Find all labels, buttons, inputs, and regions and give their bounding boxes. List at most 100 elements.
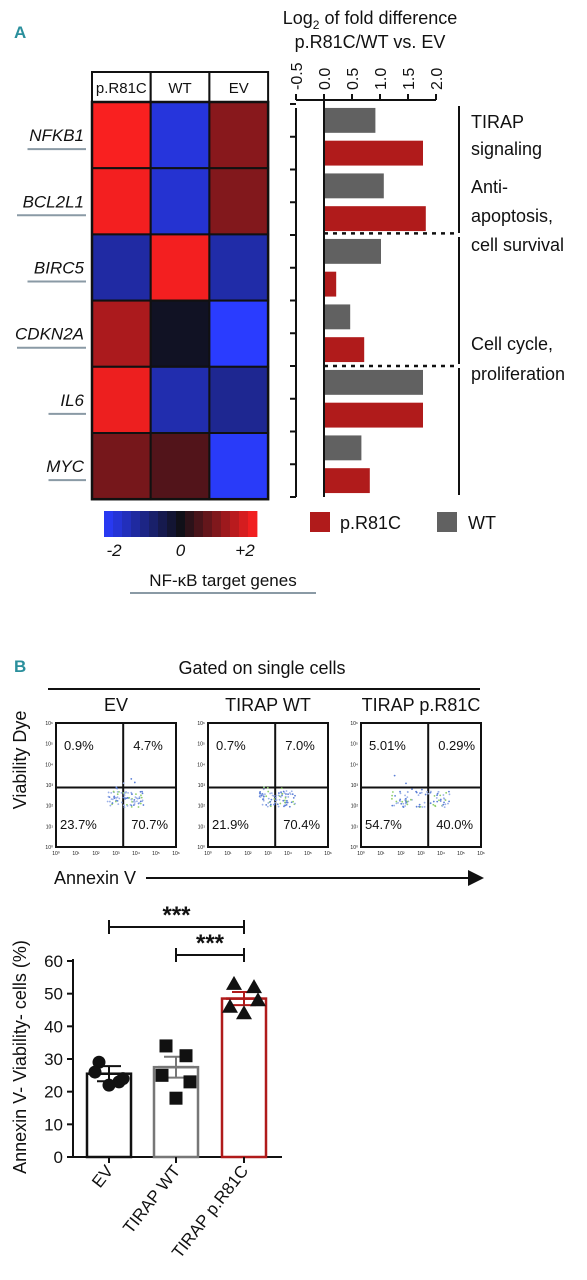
event-dot xyxy=(142,804,145,806)
heatmap-cell xyxy=(149,365,211,434)
scale-segment xyxy=(167,511,177,537)
quadrant-percent: 23.7% xyxy=(60,817,97,832)
event-dot xyxy=(282,790,285,793)
event-dot xyxy=(402,805,404,808)
event-dot xyxy=(402,802,405,805)
event-dot xyxy=(439,800,442,802)
legend-label: WT xyxy=(468,513,496,533)
flow-x-tick: 10⁰ xyxy=(52,851,60,857)
flow-x-tick: 10² xyxy=(244,851,252,857)
event-dot xyxy=(112,790,115,793)
flow-y-tick: 10⁵ xyxy=(197,742,205,748)
flow-x-tick: 10⁰ xyxy=(204,851,212,857)
event-dot xyxy=(139,802,142,805)
event-dot xyxy=(116,793,119,796)
event-dot xyxy=(442,803,445,806)
event-dot xyxy=(283,792,286,794)
group-label-line: proliferation xyxy=(471,364,565,384)
event-dot xyxy=(439,798,442,801)
bar-pr81c-myc xyxy=(325,468,370,494)
heatmap-cell xyxy=(91,101,152,170)
event-dot xyxy=(443,801,445,804)
event-dot xyxy=(109,804,112,807)
event-dot xyxy=(115,786,118,789)
event-dot xyxy=(274,796,277,799)
bar-wt-myc xyxy=(325,435,362,461)
event-dot xyxy=(273,803,276,806)
gene-label: NFKB1 xyxy=(29,126,84,145)
event-dot xyxy=(126,804,129,807)
event-dot xyxy=(294,794,296,797)
flow-x-tick: 10⁶ xyxy=(324,851,332,857)
event-dot xyxy=(283,805,285,808)
event-dot xyxy=(266,786,269,789)
event-dot xyxy=(405,782,407,785)
heatmap-cell xyxy=(91,167,152,236)
event-dot xyxy=(281,794,283,797)
event-dot xyxy=(131,800,134,803)
event-dot xyxy=(393,804,396,807)
bar-chart-title-line2: p.R81C/WT vs. EV xyxy=(295,32,446,52)
event-dot xyxy=(265,804,268,806)
heatmap-cells xyxy=(90,100,270,501)
flow-y-tick: 10⁵ xyxy=(45,742,53,748)
event-dot xyxy=(116,796,119,799)
event-dot xyxy=(404,794,406,797)
b-data-point xyxy=(236,1005,252,1020)
event-dot xyxy=(110,791,113,794)
scale-segment xyxy=(149,511,159,537)
heatmap-scale-title: NF-κB target genes xyxy=(149,571,296,590)
b-bar-0 xyxy=(85,1072,133,1159)
x-axis-tick-label: 1.5 xyxy=(401,68,418,90)
event-dot xyxy=(267,797,270,800)
event-dot xyxy=(443,798,446,800)
event-dot xyxy=(139,800,142,803)
heatmap-cell xyxy=(149,432,211,501)
flow-x-tick: 10¹ xyxy=(377,851,385,857)
group-label-line: TIRAP xyxy=(471,112,524,132)
b-data-point xyxy=(116,1072,130,1086)
heatmap-cell xyxy=(91,299,152,368)
event-dot xyxy=(443,806,446,809)
quadrant-percent: 5.01% xyxy=(369,738,406,753)
event-dot xyxy=(269,800,272,803)
event-dot xyxy=(430,790,432,793)
event-dot xyxy=(127,791,129,794)
event-dot xyxy=(118,790,120,793)
event-dot xyxy=(399,798,402,801)
flow-y-tick: 10² xyxy=(351,804,359,810)
event-dot xyxy=(436,794,438,797)
event-dot xyxy=(406,796,409,799)
heatmap-cell xyxy=(91,233,152,302)
b-data-point xyxy=(169,1091,183,1105)
event-dot xyxy=(437,790,440,793)
event-dot xyxy=(278,798,281,801)
flow-y-tick: 10¹ xyxy=(351,824,359,830)
event-dot xyxy=(130,778,133,780)
event-dot xyxy=(267,802,270,804)
event-dot xyxy=(269,792,272,795)
gene-label: BCL2L1 xyxy=(23,192,84,211)
bar-wt-cdkn2a xyxy=(325,304,351,330)
heatmap-cell xyxy=(91,432,152,501)
event-dot xyxy=(399,790,401,793)
event-dot xyxy=(391,791,394,793)
b-y-tick-label: 50 xyxy=(44,985,63,1004)
scale-tick-label: 0 xyxy=(176,541,186,560)
flow-x-tick: 10² xyxy=(92,851,100,857)
x-axis-tick-label: 1.0 xyxy=(373,68,390,90)
event-dot xyxy=(421,806,424,808)
flow-y-tick: 10² xyxy=(198,804,206,810)
event-dot xyxy=(406,800,409,803)
b-x-tick-label: TIRAP WT xyxy=(119,1162,184,1237)
event-dot xyxy=(397,801,399,804)
event-dot xyxy=(116,791,119,793)
event-dot xyxy=(122,782,125,785)
b-y-tick-label: 40 xyxy=(44,1017,63,1036)
flow-plot-frame xyxy=(207,722,329,848)
bar-wt-nfkb1 xyxy=(325,107,376,133)
bar-pr81c-birc5 xyxy=(325,271,337,297)
annexin-axis-label: Annexin V xyxy=(54,868,136,888)
